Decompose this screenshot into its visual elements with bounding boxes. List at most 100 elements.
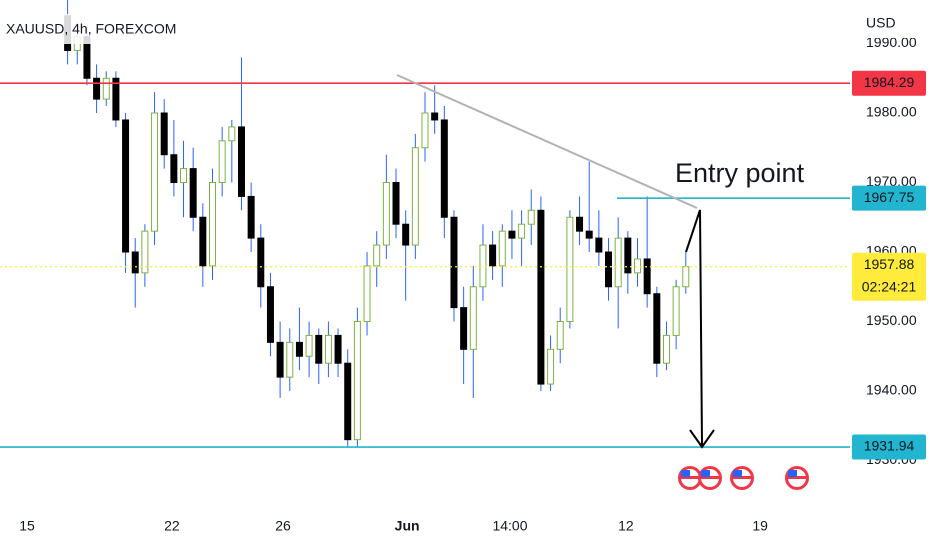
candle-body: [373, 244, 381, 267]
candle-body: [315, 334, 323, 364]
candle-body: [257, 237, 265, 288]
candle-body: [653, 293, 661, 364]
title-bg: [0, 14, 178, 44]
candle-body: [682, 266, 690, 288]
annotation-text: Entry point: [675, 158, 805, 188]
candle-body: [363, 265, 371, 323]
candle-body: [199, 216, 207, 267]
unit-bg: [852, 8, 932, 38]
flag-icon: [785, 466, 809, 490]
y-unit: USD: [866, 15, 896, 31]
candle-body: [324, 334, 332, 364]
candle-body: [527, 209, 535, 225]
candle-body: [189, 168, 197, 218]
candle-body: [624, 237, 632, 274]
arrow-head: [689, 429, 715, 449]
price-tag: [852, 185, 926, 211]
candle-body: [334, 334, 342, 364]
candle-body: [614, 237, 622, 288]
candle-body: [305, 334, 313, 357]
candle-body: [421, 112, 429, 149]
price-tag: [852, 252, 926, 301]
candle-body: [160, 112, 168, 156]
candle-body: [180, 168, 188, 184]
candle-body: [402, 223, 410, 246]
candle-body: [662, 334, 670, 364]
candle-body: [228, 126, 236, 142]
candle-body: [392, 182, 400, 225]
candle-body: [286, 341, 294, 378]
candle-body: [450, 216, 458, 309]
candle-body: [93, 77, 101, 100]
price-tag: [852, 434, 926, 460]
candle-body: [518, 223, 526, 239]
candle-body: [537, 209, 545, 385]
candle-body: [344, 362, 352, 441]
candle-body: [353, 321, 361, 441]
x-tick-label: 15: [19, 518, 35, 534]
plot-area: [0, 0, 850, 448]
price-tag-label: 1984.29: [864, 74, 915, 90]
y-tick-label: 1980.00: [866, 104, 917, 120]
y-tick-label: 1970.00: [866, 173, 917, 189]
candle-body: [595, 237, 603, 253]
candle-body: [576, 216, 584, 232]
x-tick-label: Jun: [395, 518, 420, 534]
price-tag: [852, 70, 926, 96]
x-tick-label: 19: [752, 518, 768, 534]
chart-title: XAUUSD, 4h, FOREXCOM: [6, 21, 176, 37]
candle-body: [508, 230, 516, 239]
candle-body: [237, 126, 245, 197]
flag-icon: [730, 466, 754, 490]
candle-body: [131, 251, 139, 274]
candle-body: [102, 77, 110, 100]
flag-icon: [698, 466, 722, 490]
candle-body: [276, 341, 284, 378]
candle-body: [556, 321, 564, 350]
y-tick-label: 1990.00: [866, 34, 917, 50]
trend-line: [396, 74, 698, 209]
y-tick-label: 1940.00: [866, 382, 917, 398]
candle-body: [672, 286, 680, 336]
flag-icon: [678, 466, 702, 490]
candle-body: [170, 154, 178, 184]
candle-body: [141, 230, 149, 274]
candle-body: [247, 195, 255, 239]
candle-body: [547, 348, 555, 385]
candle-body: [460, 307, 468, 350]
price-axis: 1930.001940.001950.001960.001970.001980.…: [19, 34, 926, 534]
projection-path: [685, 209, 703, 446]
x-tick-label: 14:00: [492, 518, 527, 534]
x-tick-label: 12: [618, 518, 634, 534]
countdown: 02:24:21: [862, 278, 917, 294]
candle-body: [266, 286, 274, 343]
candle-body: [295, 341, 303, 357]
price-tag-label: 1957.88: [864, 256, 915, 272]
candle-body: [643, 258, 651, 295]
candle-body: [489, 244, 497, 267]
candle-body: [382, 182, 390, 246]
candle-body: [479, 244, 487, 288]
candle-body: [469, 286, 477, 350]
candle-body: [218, 140, 226, 184]
y-tick-label: 1950.00: [866, 312, 917, 328]
candle-body: [411, 147, 419, 246]
candle-body: [431, 112, 439, 121]
candle-body: [112, 77, 120, 121]
candle-body: [440, 119, 448, 218]
candle-body: [209, 182, 216, 267]
candle-body: [122, 119, 130, 253]
candle-body: [585, 230, 593, 239]
x-tick-label: 22: [164, 518, 180, 534]
candle-body: [498, 230, 506, 267]
x-tick-label: 26: [275, 518, 291, 534]
event-icons: [678, 466, 809, 490]
price-tag-label: 1967.75: [864, 189, 915, 205]
candle-body: [151, 112, 159, 232]
candle-body: [566, 216, 574, 323]
candle-body: [605, 251, 613, 288]
price-tag-label: 1931.94: [864, 438, 915, 454]
